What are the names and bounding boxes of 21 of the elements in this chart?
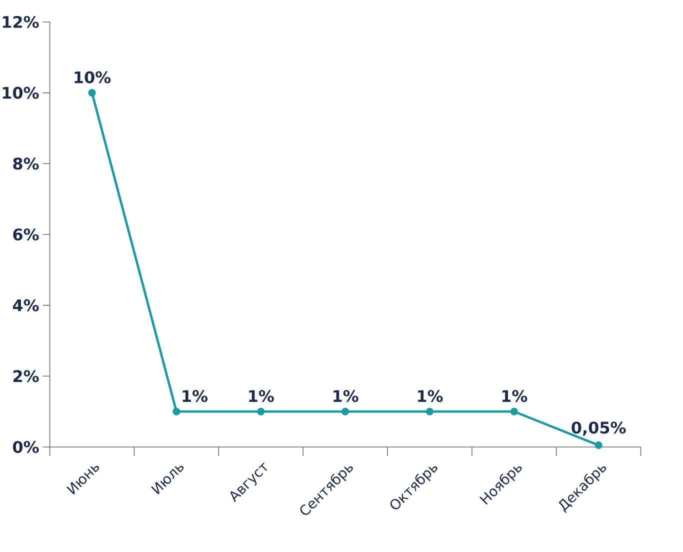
point — [342, 408, 350, 416]
data-label: 1% — [334, 390, 358, 402]
y-tick-label: 12% — [2, 16, 39, 28]
point — [594, 441, 602, 449]
y-tick-label: 10% — [2, 86, 39, 99]
y-tick-label: 8% — [13, 158, 39, 170]
y-tick-label: 6% — [13, 228, 39, 241]
data-label: 1% — [418, 390, 443, 402]
y-tick-label: 2% — [13, 370, 39, 382]
y-tick-label: 0% — [12, 440, 39, 454]
point — [426, 408, 434, 416]
data-label: 0,05% — [572, 422, 626, 436]
point — [88, 89, 96, 97]
data-label: 10% — [74, 71, 111, 84]
y-tick-label: 4% — [12, 299, 39, 312]
point — [172, 408, 180, 416]
data-label: 1% — [182, 390, 208, 402]
data-label: 1% — [502, 390, 528, 402]
point — [257, 408, 265, 416]
data-label: 1% — [249, 390, 274, 402]
point — [510, 408, 518, 416]
